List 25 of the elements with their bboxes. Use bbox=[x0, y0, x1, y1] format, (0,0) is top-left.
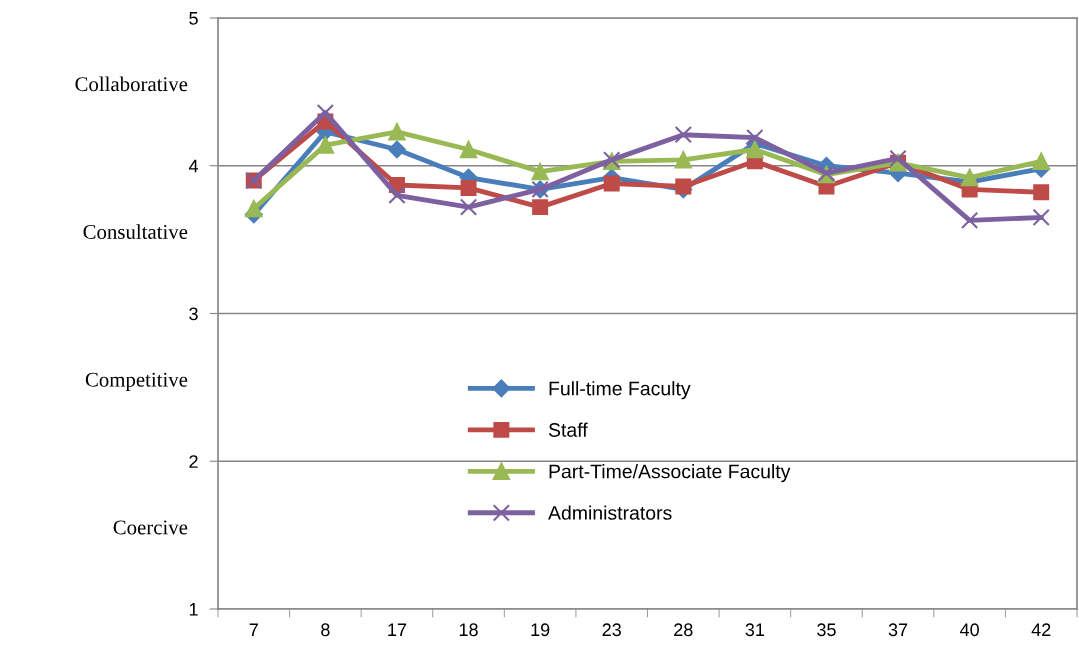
legend-label: Part-Time/Associate Faculty bbox=[549, 464, 791, 483]
legend-label: Full-time Faculty bbox=[549, 381, 691, 400]
x-tick-label: 19 bbox=[531, 623, 550, 637]
legend-label: Administrators bbox=[548, 505, 672, 520]
x-tick-label: 31 bbox=[745, 623, 765, 637]
x-tick-label: 37 bbox=[888, 623, 908, 637]
x-tick-label: 17 bbox=[388, 623, 407, 636]
x-tick-label: 42 bbox=[1031, 623, 1051, 636]
y-tick-label: 3 bbox=[189, 307, 198, 321]
x-tick-label: 18 bbox=[459, 623, 478, 637]
y-tick-label: 2 bbox=[189, 455, 198, 468]
y-tick-label: 5 bbox=[189, 12, 198, 25]
x-tick-label: 23 bbox=[602, 623, 621, 637]
y-tick-label: 4 bbox=[188, 159, 199, 173]
text: Competitive bbox=[85, 372, 188, 391]
x-tick-label: 28 bbox=[674, 623, 693, 637]
text: Coercive bbox=[113, 520, 188, 535]
legend-label: Staff bbox=[548, 422, 588, 437]
x-tick-label: 7 bbox=[249, 623, 258, 636]
text: Consultative bbox=[83, 224, 188, 239]
y-tick-label: 1 bbox=[189, 603, 198, 616]
x-tick-label: 35 bbox=[817, 623, 836, 637]
x-tick-label: 40 bbox=[960, 623, 979, 637]
text: Collaborative bbox=[75, 76, 188, 92]
x-tick-label: 8 bbox=[321, 623, 330, 637]
